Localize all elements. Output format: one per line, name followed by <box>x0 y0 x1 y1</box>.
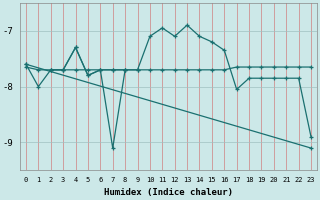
X-axis label: Humidex (Indice chaleur): Humidex (Indice chaleur) <box>104 188 233 197</box>
